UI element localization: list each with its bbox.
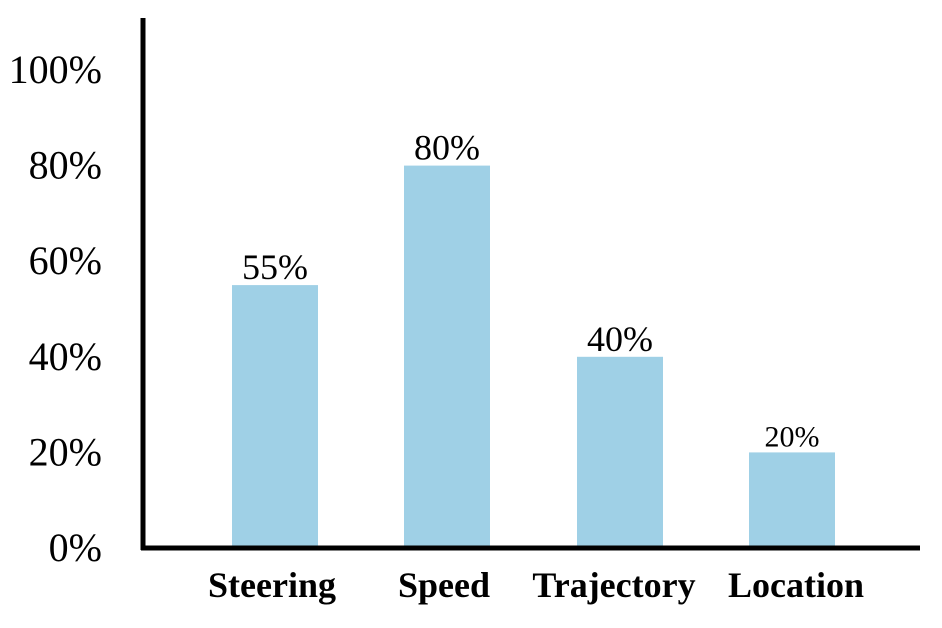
data-label: 55% (242, 247, 308, 287)
x-category-label: Trajectory (532, 565, 695, 605)
y-tick-label: 0% (49, 525, 102, 570)
y-axis-ticks: 0% 20% 40% 60% 80% 100% (9, 47, 102, 570)
x-category-label: Steering (208, 565, 336, 605)
x-axis-labels: Steering Speed Trajectory Location (208, 565, 864, 605)
x-category-label: Location (728, 565, 864, 605)
data-label: 20% (765, 420, 820, 453)
bars (232, 165, 835, 548)
y-tick-label: 100% (9, 47, 102, 92)
data-label: 80% (414, 128, 480, 168)
data-label: 40% (587, 319, 653, 359)
y-tick-label: 60% (29, 238, 102, 283)
x-category-label: Speed (398, 565, 490, 605)
bar-speed (404, 165, 490, 548)
y-tick-label: 40% (29, 334, 102, 379)
bar-trajectory (577, 356, 663, 548)
data-labels: 55% 80% 40% 20% (242, 128, 820, 454)
bar-location (749, 452, 835, 548)
y-tick-label: 20% (29, 429, 102, 474)
bar-steering (232, 285, 318, 548)
y-tick-label: 80% (29, 143, 102, 188)
